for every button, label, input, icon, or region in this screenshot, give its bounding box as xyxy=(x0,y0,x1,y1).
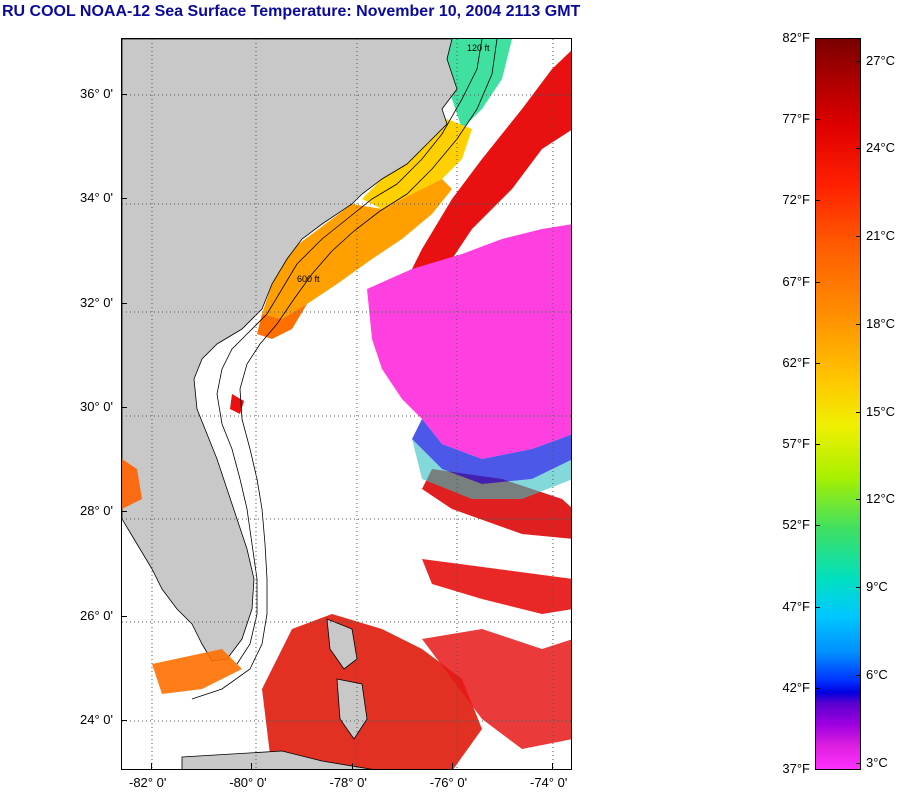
shelf-water-north xyxy=(442,39,512,129)
celsius-tick xyxy=(856,236,861,238)
temperature-colorbar xyxy=(815,38,861,770)
longitude-label: -76° 0' xyxy=(429,775,468,790)
longitude-label: -78° 0' xyxy=(329,775,367,790)
fahrenheit-tick xyxy=(815,200,820,202)
fahrenheit-label: 52°F xyxy=(782,517,810,533)
latitude-label: 28° 0' xyxy=(80,503,113,519)
celsius-label: 6°C xyxy=(866,666,888,682)
celsius-label: 21°C xyxy=(866,228,896,244)
fahrenheit-tick xyxy=(815,444,820,446)
shelf-water-deep xyxy=(257,304,307,339)
celsius-tick xyxy=(856,323,861,325)
latitude-label: 26° 0' xyxy=(80,607,113,623)
contour-label-600: 600 ft xyxy=(297,274,320,284)
fahrenheit-tick xyxy=(815,687,820,689)
celsius-label: 27°C xyxy=(866,52,896,68)
map-title: RU COOL NOAA-12 Sea Surface Temperature:… xyxy=(2,3,581,20)
fahrenheit-tick xyxy=(815,119,820,121)
andros-land xyxy=(336,678,368,740)
warm-patch-south xyxy=(422,559,571,614)
contour-label-120: 120 ft xyxy=(467,43,490,53)
florida-keys-warm xyxy=(152,649,242,694)
fahrenheit-label: 77°F xyxy=(782,111,810,127)
sst-map[interactable]: 120 ft 600 ft xyxy=(121,38,572,770)
fahrenheit-label: 72°F xyxy=(782,192,810,208)
cold-water-edge xyxy=(412,419,571,484)
gulf-stream-region xyxy=(402,50,571,289)
fahrenheit-tick xyxy=(815,362,820,364)
latitude-tick xyxy=(121,94,127,95)
bahamas-land xyxy=(326,618,358,670)
fahrenheit-tick xyxy=(815,606,820,608)
latitude-label: 24° 0' xyxy=(80,712,113,727)
fahrenheit-tick xyxy=(815,525,820,527)
latitude-tick xyxy=(121,615,127,617)
fahrenheit-tick xyxy=(815,769,820,770)
sst-map-canvas: 120 ft 600 ft xyxy=(122,39,571,769)
latitude-label: 36° 0' xyxy=(80,86,113,101)
fahrenheit-label: 82°F xyxy=(782,30,810,45)
longitude-tick xyxy=(351,763,353,769)
contour-600ft xyxy=(191,39,498,700)
latitude-tick xyxy=(121,511,127,513)
land-mass xyxy=(122,39,458,662)
latitude-tick xyxy=(121,407,127,408)
celsius-label: 18°C xyxy=(866,315,896,331)
fahrenheit-label: 62°F xyxy=(782,354,810,370)
longitude-tick xyxy=(451,763,453,769)
fahrenheit-label: 37°F xyxy=(782,761,810,776)
latitude-label: 30° 0' xyxy=(80,399,113,414)
longitude-tick xyxy=(552,763,553,769)
latitude-label: 34° 0' xyxy=(80,190,113,206)
latitude-tick xyxy=(121,302,127,304)
celsius-label: 15°C xyxy=(866,403,896,419)
celsius-label: 12°C xyxy=(866,491,896,507)
florida-west-warm xyxy=(122,459,142,509)
cold-water-region xyxy=(367,224,571,459)
celsius-tick xyxy=(856,60,861,62)
mixed-water-edge xyxy=(412,439,571,499)
latitude-tick xyxy=(121,198,127,200)
contour-120ft xyxy=(216,39,483,665)
celsius-label: 24°C xyxy=(866,140,896,156)
fahrenheit-label: 47°F xyxy=(782,598,810,614)
longitude-label: -80° 0' xyxy=(229,775,267,790)
fahrenheit-tick xyxy=(815,38,820,39)
celsius-tick xyxy=(856,587,861,589)
fahrenheit-tick xyxy=(815,281,820,283)
fahrenheit-label: 42°F xyxy=(782,679,810,695)
celsius-tick xyxy=(856,674,861,676)
longitude-label: -82° 0' xyxy=(129,775,167,790)
celsius-label: 3°C xyxy=(866,754,888,770)
latitude-tick xyxy=(121,720,127,721)
celsius-tick xyxy=(856,499,861,501)
warm-patch-bahamas xyxy=(262,614,482,769)
celsius-label: 9°C xyxy=(866,579,888,595)
cuba-land xyxy=(181,750,373,769)
longitude-tick xyxy=(251,763,253,769)
warm-patch-east xyxy=(422,629,571,749)
fahrenheit-label: 57°F xyxy=(782,436,810,452)
celsius-tick xyxy=(856,148,861,150)
latitude-label: 32° 0' xyxy=(80,294,113,310)
fahrenheit-label: 67°F xyxy=(782,273,810,289)
longitude-label: -74° 0' xyxy=(530,775,568,790)
celsius-tick xyxy=(856,762,861,764)
longitude-tick xyxy=(151,763,152,769)
celsius-tick xyxy=(856,411,861,413)
shelf-water-south xyxy=(262,179,452,319)
